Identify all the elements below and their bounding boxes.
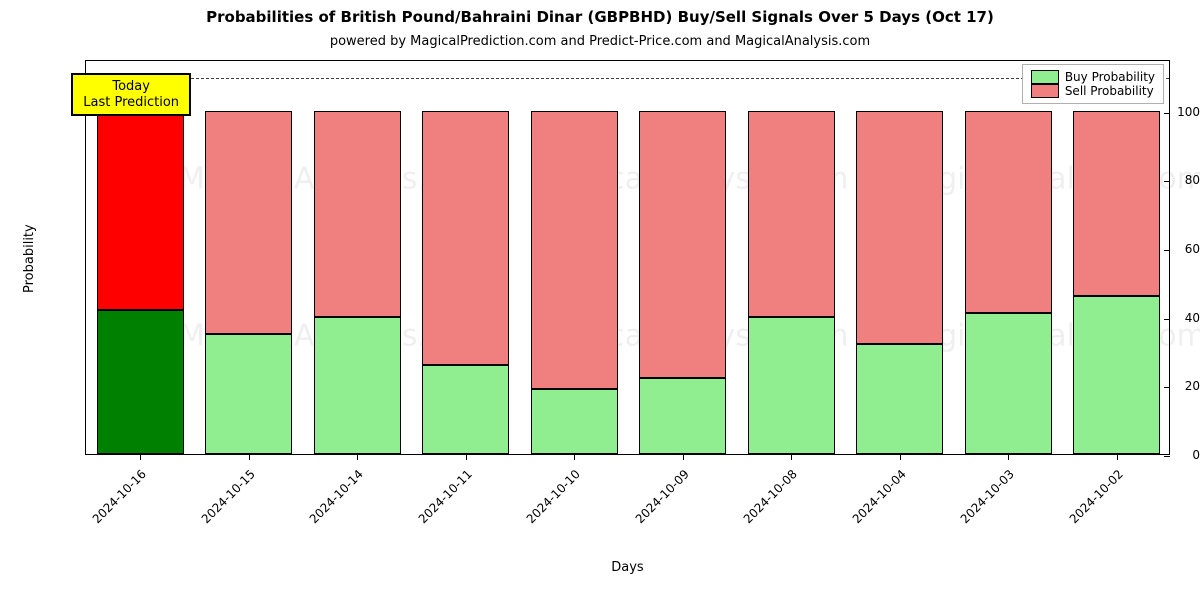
x-tick-label: 2024-10-11 [394,467,475,548]
sell-bar [856,111,943,345]
y-tick-label: 100 [1127,105,1200,119]
buy-bar [748,317,835,454]
bar-group [422,59,509,454]
chart-title: Probabilities of British Pound/Bahraini … [0,8,1200,26]
sell-bar [748,111,835,317]
bar-group [748,59,835,454]
x-tick-label: 2024-10-03 [937,467,1018,548]
legend-swatch [1031,84,1059,98]
y-tick-label: 80 [1127,173,1200,187]
sell-bar [422,111,509,365]
x-tick-label: 2024-10-08 [720,467,801,548]
plot-area: MagicalAnalysis.comMagicalAnalysis.comMa… [85,60,1170,455]
legend: Buy ProbabilitySell Probability [1022,64,1164,104]
buy-bar [965,313,1052,454]
buy-bar [639,378,726,454]
x-tick-label: 2024-10-15 [177,467,258,548]
x-axis-label: Days [85,560,1170,575]
x-tick-label: 2024-10-04 [828,467,909,548]
bar-group [97,59,184,454]
legend-swatch [1031,70,1059,84]
sell-bar [1073,111,1160,296]
legend-label: Buy Probability [1065,70,1155,84]
legend-item: Buy Probability [1031,70,1155,84]
buy-bar [205,334,292,454]
y-tick-label: 20 [1127,379,1200,393]
sell-bar [205,111,292,334]
bar-group [531,59,618,454]
sell-bar [639,111,726,379]
sell-bar [965,111,1052,314]
x-tick-label: 2024-10-10 [503,467,584,548]
buy-bar [531,389,618,454]
buy-bar [856,344,943,454]
x-tick-label: 2024-10-14 [286,467,367,548]
legend-item: Sell Probability [1031,84,1155,98]
x-tick-label: 2024-10-16 [69,467,150,548]
buy-bar [314,317,401,454]
y-tick-label: 60 [1127,242,1200,256]
bar-group [314,59,401,454]
y-axis-label: Probability [22,224,37,293]
buy-bar [422,365,509,454]
buy-bar [97,310,184,454]
sell-bar [97,111,184,310]
legend-label: Sell Probability [1065,84,1154,98]
bar-group [856,59,943,454]
sell-bar [314,111,401,317]
bar-group [965,59,1052,454]
x-tick-label: 2024-10-09 [611,467,692,548]
bar-group [639,59,726,454]
x-tick-label: 2024-10-02 [1045,467,1126,548]
y-tick-label: 40 [1127,311,1200,325]
sell-bar [531,111,618,389]
y-tick-label: 0 [1127,448,1200,462]
figure: Probabilities of British Pound/Bahraini … [0,0,1200,600]
bar-group [205,59,292,454]
chart-subtitle: powered by MagicalPrediction.com and Pre… [0,34,1200,49]
